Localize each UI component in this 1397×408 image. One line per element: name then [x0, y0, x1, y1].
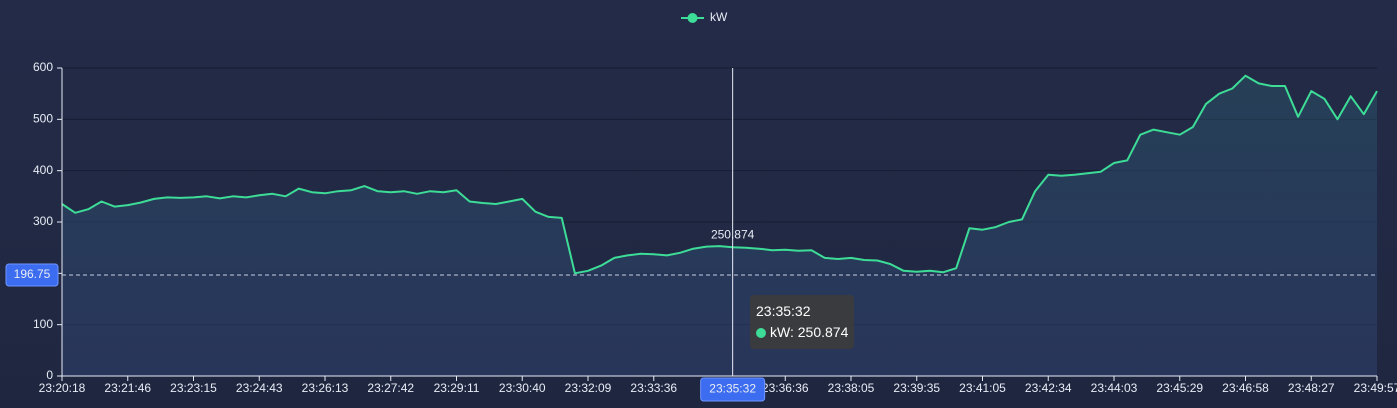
x-tick-label: 23:32:09 — [565, 381, 612, 395]
x-tick-label: 23:38:05 — [828, 381, 875, 395]
x-tick-label: 23:41:05 — [959, 381, 1006, 395]
x-tick-label: 23:20:18 — [39, 381, 86, 395]
x-tick-label: 23:30:40 — [499, 381, 546, 395]
x-tick-label: 23:21:46 — [104, 381, 151, 395]
legend[interactable]: kW — [681, 10, 728, 24]
tooltip: 23:35:32 kW250.874 — [750, 295, 855, 349]
y-tick-label: 300 — [33, 214, 53, 228]
tooltip-value: 250.874 — [797, 324, 849, 340]
data-label: 250.874 — [711, 227, 755, 241]
tooltip-time: 23:35:32 — [756, 303, 811, 319]
y-tick-label: 400 — [33, 163, 53, 177]
x-tick-label: 23:48:27 — [1288, 381, 1335, 395]
x-tick-label: 23:45:29 — [1156, 381, 1203, 395]
x-tick-label: 23:39:35 — [893, 381, 940, 395]
legend-marker — [687, 13, 698, 23]
mark-line-label-box — [5, 263, 59, 287]
y-tick-label: 600 — [33, 60, 53, 74]
x-tick-label: 23:24:43 — [236, 381, 283, 395]
area — [62, 75, 1377, 376]
axis-pointer-label-box — [700, 377, 766, 402]
x-tick-label: 23:23:15 — [170, 381, 217, 395]
tooltip-series: kW — [770, 324, 798, 340]
tooltip-marker — [756, 328, 766, 338]
x-tick-label: 23:26:13 — [302, 381, 349, 395]
x-tick-label: 23:29:11 — [434, 381, 480, 395]
x-tick-label: 23:44:03 — [1091, 381, 1138, 395]
line — [61, 74, 1378, 275]
y-tick-label: 500 — [33, 112, 53, 126]
mark-line-label: 196.75 — [14, 267, 51, 281]
legend-label: kW — [710, 10, 728, 24]
axis-pointer-label: 23:35:32 — [709, 382, 756, 396]
x-tick-label: 23:49:57 — [1354, 381, 1397, 395]
x-tick-label: 23:46:58 — [1222, 381, 1269, 395]
x-tick-label: 23:42:34 — [1025, 381, 1072, 395]
x-tick-label: 23:27:42 — [367, 381, 414, 395]
y-tick-label: 100 — [33, 317, 53, 331]
tooltip-row: kW250.874 — [756, 322, 848, 343]
x-tick-label: 23:36:36 — [762, 381, 809, 395]
x-tick-label: 23:33:36 — [630, 381, 677, 395]
y-tick-label: 0 — [46, 368, 53, 382]
